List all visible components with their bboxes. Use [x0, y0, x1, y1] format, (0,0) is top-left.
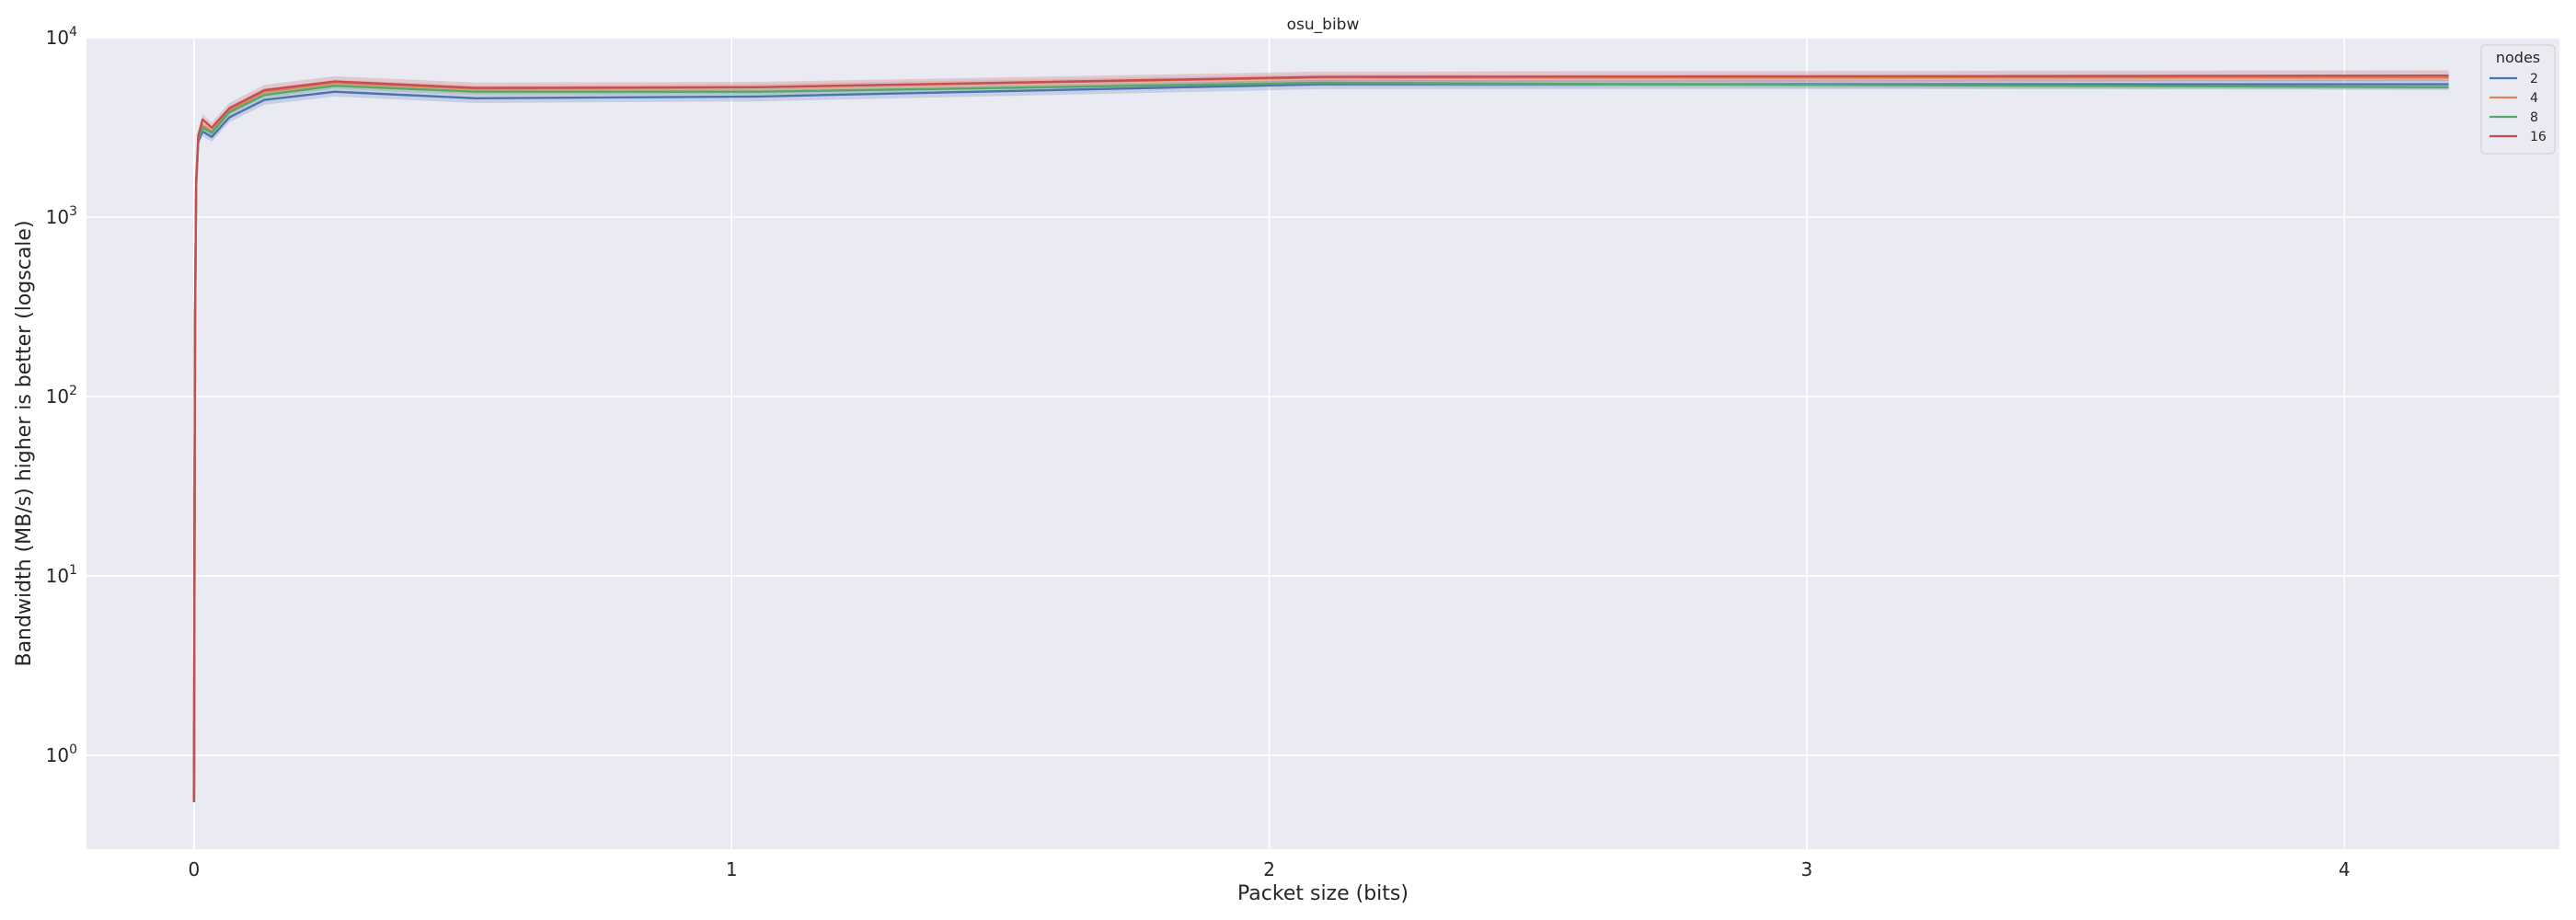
plot-area [86, 38, 2559, 849]
series-lines [192, 74, 2449, 802]
x-tick-label: 0 [189, 858, 201, 880]
y-tick-label: 101 [46, 563, 77, 587]
y-tick-label: 104 [46, 25, 77, 49]
y-tick-labels: 100 101 102 103 104 [46, 25, 77, 766]
y-axis-label: Bandwidth (MB/s) higher is better (logsc… [13, 220, 36, 666]
legend: nodes 2 4 8 16 [2480, 44, 2556, 155]
y-tick-label: 103 [46, 204, 77, 228]
legend-box [2480, 44, 2556, 155]
grid [86, 37, 2559, 849]
y-tick-label: 100 [46, 742, 77, 766]
legend-label-8: 8 [2530, 110, 2538, 125]
x-tick-label: 1 [726, 858, 738, 880]
legend-title: nodes [2496, 49, 2540, 66]
x-tick-label: 4 [2339, 858, 2351, 880]
series-line-16 [192, 74, 2449, 802]
chart-title: osu_bibw [1287, 16, 1360, 34]
x-tick-label: 2 [1263, 858, 1275, 880]
y-tick-label: 102 [46, 384, 77, 408]
legend-label-2: 2 [2530, 72, 2538, 86]
x-axis-label: Packet size (bits) [1237, 882, 1409, 905]
legend-label-4: 4 [2530, 91, 2538, 106]
legend-label-16: 16 [2530, 130, 2547, 144]
x-tick-labels: 0 1 2 3 4 [189, 858, 2351, 880]
x-tick-label: 3 [1801, 858, 1813, 880]
